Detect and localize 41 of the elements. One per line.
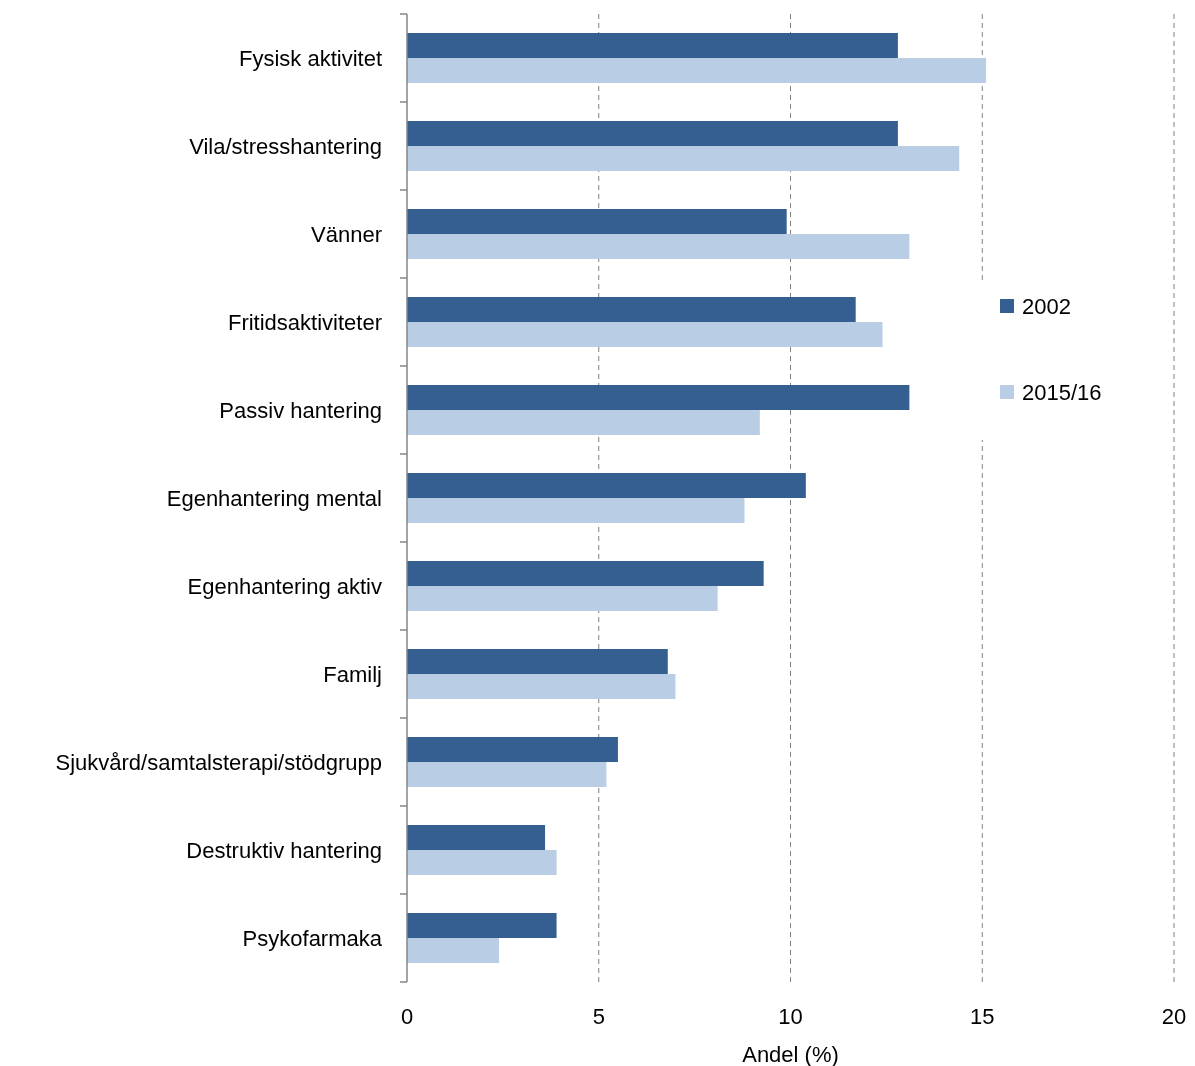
y-tick-label: Fysisk aktivitet [238, 45, 382, 71]
y-tick-label: Vänner [311, 221, 382, 247]
x-tick-label: 20 [1161, 1004, 1187, 1029]
legend-label: 2002 [1022, 293, 1071, 319]
x-axis-title: Andel (%) [742, 1042, 839, 1066]
bar [407, 561, 764, 586]
bar [407, 121, 898, 146]
bar [407, 209, 787, 234]
bar [407, 825, 546, 850]
y-tick-label: Psykofarmaka [242, 925, 383, 951]
y-tick-label: Familj [323, 661, 382, 687]
y-tick-label: Egenhantering aktiv [187, 573, 382, 599]
bar [407, 33, 898, 58]
bar [407, 58, 987, 83]
y-tick-label: Egenhantering mental [166, 485, 382, 511]
bar [407, 498, 745, 523]
x-tick-label: 0 [400, 1004, 414, 1029]
x-tick-label: 10 [778, 1004, 803, 1029]
bar [407, 762, 607, 787]
bar [407, 473, 806, 498]
x-tick-label: 15 [970, 1004, 995, 1029]
bar [407, 737, 618, 762]
bar [407, 410, 760, 435]
y-tick-label: Vila/stresshantering [189, 133, 382, 159]
bar [407, 913, 557, 938]
bar [407, 385, 910, 410]
y-tick-label: Fritidsaktiviteter [227, 309, 382, 335]
bar [407, 674, 676, 699]
y-tick-label: Passiv hantering [219, 397, 382, 423]
legend-label: 2015/16 [1022, 379, 1102, 405]
y-tick-label: Destruktiv hantering [186, 837, 382, 863]
bar [407, 234, 910, 259]
bar [407, 297, 856, 322]
bar [407, 649, 668, 674]
y-tick-label: Sjukvård/samtalsterapi/stödgrupp [55, 749, 382, 775]
bar [407, 146, 960, 171]
x-tick-label: 5 [592, 1004, 605, 1029]
bar [407, 322, 883, 347]
bar [407, 586, 718, 611]
bar [407, 938, 500, 963]
bar [407, 850, 557, 875]
